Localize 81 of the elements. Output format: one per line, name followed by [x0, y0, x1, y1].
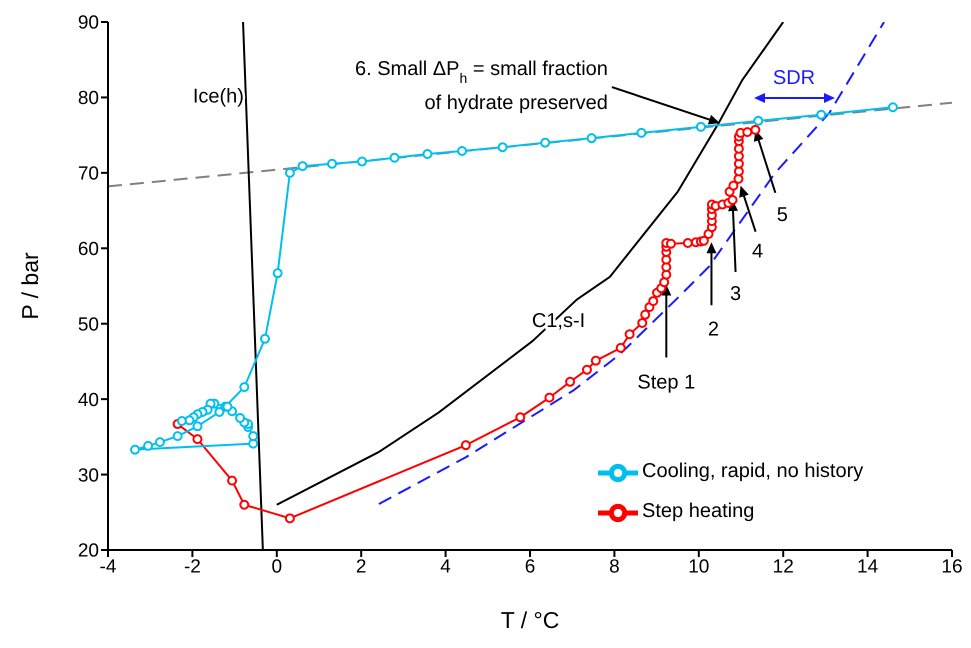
point	[272, 268, 283, 278]
point	[248, 431, 258, 442]
point	[284, 168, 295, 178]
annotation: SDR	[772, 67, 816, 89]
y-tick-label: 50	[78, 314, 99, 336]
point	[698, 236, 709, 246]
point	[235, 413, 246, 423]
annotation: Ice(h)	[192, 86, 244, 108]
point	[130, 444, 140, 455]
y-tick-label: 40	[78, 390, 99, 411]
point	[888, 102, 898, 112]
point	[636, 128, 646, 138]
point	[172, 431, 183, 442]
x-tick-label: 8	[609, 556, 620, 578]
y-tick-label: 60	[78, 239, 99, 260]
point	[498, 142, 508, 152]
y-tick-label: 30	[78, 465, 99, 486]
x-axis-title: T / °C	[500, 607, 560, 633]
point	[214, 406, 224, 417]
x-tick-label: 10	[688, 556, 710, 578]
x-tick-label: 2	[356, 556, 366, 578]
point	[457, 146, 468, 156]
point	[648, 296, 658, 306]
point	[640, 310, 650, 320]
point	[227, 476, 238, 486]
legend-label: Cooling, rapid, no history	[642, 460, 864, 482]
point	[143, 440, 154, 451]
annotation: 2	[708, 318, 720, 340]
y-tick-label: 90	[78, 12, 99, 34]
y-tick-label: 70	[78, 164, 99, 185]
point	[540, 138, 550, 148]
point	[176, 416, 187, 426]
x-tick-label: 0	[272, 556, 282, 578]
point	[192, 421, 202, 432]
x-tick-label: 6	[524, 556, 536, 578]
x-tick-label: -2	[184, 556, 201, 578]
point	[239, 500, 250, 510]
point	[515, 412, 526, 422]
point	[582, 364, 592, 375]
point	[460, 440, 471, 450]
point	[192, 434, 202, 444]
y-tick-label: 80	[78, 88, 99, 110]
point	[666, 238, 676, 249]
point	[239, 382, 250, 392]
x-tick-label: 14	[857, 556, 879, 578]
point	[565, 376, 576, 387]
annotation: 3	[730, 283, 742, 306]
point	[637, 318, 648, 328]
annotation: 6. Small ΔP$_{h}$ = small fraction of hydrate preserved	[354, 58, 608, 114]
point	[742, 127, 752, 138]
annotation: 4	[752, 240, 764, 263]
point	[284, 513, 295, 524]
y-tick-label: 20	[78, 540, 99, 562]
annotation: 5	[776, 204, 788, 226]
point	[390, 152, 400, 163]
point	[728, 180, 738, 191]
x-tick-label: -4	[100, 556, 117, 578]
point	[586, 133, 597, 144]
point	[816, 110, 826, 120]
point	[682, 238, 693, 248]
point	[624, 329, 635, 340]
y-axis-title: P / bar	[17, 252, 44, 320]
legend-label: Step heating	[642, 500, 754, 522]
point	[728, 195, 738, 206]
point	[753, 116, 764, 126]
point	[422, 149, 432, 159]
annotation: Step 1	[637, 371, 696, 394]
point	[298, 161, 308, 172]
point	[327, 158, 338, 169]
point	[616, 342, 626, 353]
x-tick-label: 12	[772, 556, 794, 578]
point	[154, 437, 165, 448]
point	[357, 156, 368, 167]
point	[260, 334, 270, 344]
point	[696, 122, 706, 132]
x-tick-label: 16	[941, 556, 963, 578]
point	[659, 277, 670, 288]
x-tick-label: 4	[440, 556, 452, 578]
point	[590, 356, 601, 366]
point	[750, 124, 760, 135]
point	[544, 392, 554, 403]
